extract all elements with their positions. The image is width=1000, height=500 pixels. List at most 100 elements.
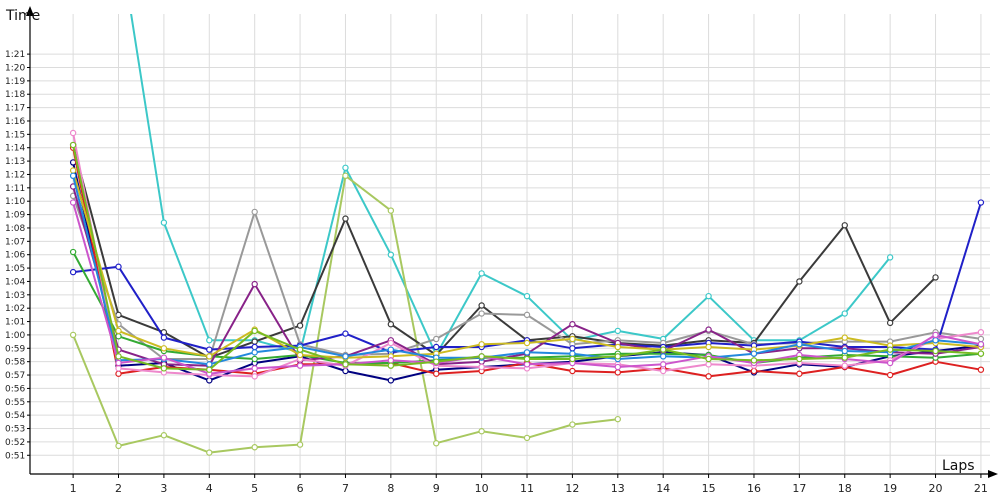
data-point	[387, 321, 395, 328]
y-tick-label: 1:07	[5, 237, 25, 247]
data-point	[569, 335, 576, 343]
y-tick-label: 1:20	[5, 63, 25, 73]
data-point	[433, 343, 440, 351]
y-axis-arrow-icon	[26, 6, 34, 16]
x-tick-label: 1	[70, 482, 77, 495]
data-point	[614, 343, 622, 351]
data-point	[705, 373, 712, 380]
data-point	[750, 367, 758, 375]
x-tick-label: 20	[929, 482, 943, 495]
x-tick-label: 14	[656, 482, 670, 495]
data-point	[614, 363, 622, 371]
data-point	[206, 377, 213, 384]
x-tick-label: 6	[297, 482, 304, 495]
data-point	[705, 361, 712, 368]
data-point	[841, 362, 848, 369]
y-tick-label: 1:03	[5, 291, 25, 301]
data-point	[705, 292, 712, 300]
data-point	[478, 353, 485, 360]
data-point	[478, 302, 485, 309]
y-tick-label: 1:05	[5, 264, 25, 274]
data-point	[387, 207, 395, 214]
data-point	[342, 330, 349, 337]
data-point	[614, 353, 622, 360]
data-point	[977, 329, 985, 336]
data-point	[932, 331, 939, 339]
data-point	[705, 355, 712, 363]
data-point	[206, 337, 213, 344]
data-point	[251, 365, 258, 372]
data-point	[614, 369, 622, 376]
data-point	[433, 370, 440, 377]
series-group	[69, 14, 985, 456]
data-point	[569, 321, 576, 328]
data-point	[932, 274, 939, 281]
data-point	[69, 141, 77, 149]
data-point	[296, 346, 304, 353]
data-point	[115, 359, 122, 367]
data-point	[69, 331, 77, 339]
data-point	[160, 365, 168, 372]
data-point	[705, 343, 712, 351]
y-tick-label: 0:56	[5, 384, 25, 394]
data-point	[433, 440, 440, 447]
data-point	[796, 278, 803, 285]
series-2	[69, 172, 622, 456]
data-point	[342, 215, 349, 222]
x-tick-label: 4	[206, 482, 213, 495]
y-tick-label: 0:59	[5, 344, 25, 354]
data-point	[886, 346, 894, 353]
data-point	[523, 434, 531, 442]
data-point	[342, 361, 349, 368]
x-tick-label: 18	[838, 482, 852, 495]
data-point	[387, 346, 395, 353]
data-point	[841, 334, 848, 341]
data-point	[841, 347, 848, 355]
data-point	[478, 363, 485, 371]
y-tick-label: 1:08	[5, 224, 25, 234]
data-point	[296, 351, 304, 359]
data-point	[659, 367, 667, 375]
data-point	[342, 172, 349, 180]
data-point	[251, 327, 258, 335]
data-point	[160, 432, 168, 439]
y-tick-label: 1:21	[5, 50, 25, 60]
data-point	[115, 327, 122, 335]
x-tick-label: 15	[702, 482, 716, 495]
y-tick-label: 0:55	[5, 398, 25, 408]
y-tick-label: 1:00	[5, 331, 25, 341]
data-point	[433, 335, 440, 343]
data-point	[206, 353, 213, 360]
y-tick-label: 1:12	[5, 170, 25, 180]
data-point	[977, 350, 985, 357]
x-tick-label: 21	[974, 482, 988, 495]
data-point	[251, 373, 258, 380]
data-point	[115, 353, 122, 360]
y-tick-label: 1:04	[5, 277, 25, 287]
y-tick-label: 1:18	[5, 90, 25, 100]
data-point	[523, 339, 531, 347]
y-tick-label: 1:09	[5, 211, 25, 221]
data-point	[659, 346, 667, 353]
y-tick-label: 1:11	[5, 184, 25, 194]
data-point	[433, 358, 440, 365]
data-point	[115, 333, 122, 340]
data-point	[614, 415, 622, 423]
data-point	[160, 345, 168, 352]
x-tick-label: 13	[611, 482, 625, 495]
data-point	[569, 355, 576, 363]
y-tick-label: 0:54	[5, 411, 25, 421]
y-tick-label: 0:58	[5, 358, 25, 368]
series-line	[130, 14, 891, 356]
data-point	[977, 335, 985, 343]
y-tick-label: 1:17	[5, 104, 25, 114]
data-point	[296, 322, 304, 329]
data-point	[569, 367, 576, 375]
data-point	[251, 355, 258, 363]
series-14	[69, 141, 985, 373]
data-point	[478, 341, 485, 348]
y-tick-label: 1:13	[5, 157, 25, 167]
data-point	[569, 421, 576, 428]
x-tick-label: 10	[475, 482, 489, 495]
